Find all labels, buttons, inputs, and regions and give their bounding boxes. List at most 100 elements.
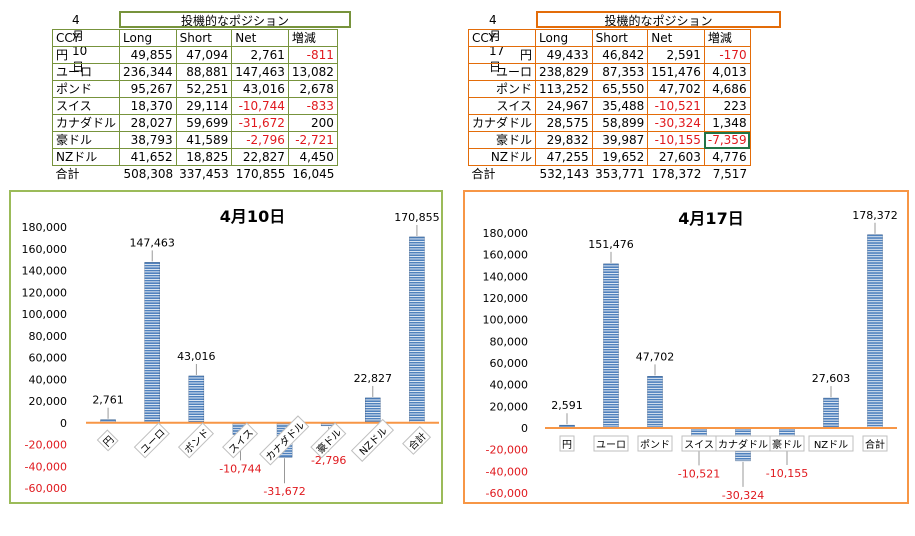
cell-short[interactable]: 35,488 xyxy=(591,97,649,115)
cell-short[interactable]: 47,094 xyxy=(175,46,233,64)
cell-short[interactable]: 59,699 xyxy=(175,114,233,132)
cell-ccy[interactable]: 豪ドル xyxy=(467,131,537,149)
data-label: 151,476 xyxy=(588,238,634,251)
cell-ccy[interactable]: NZドル xyxy=(467,148,537,166)
total-net[interactable]: 178,372 xyxy=(651,167,702,181)
cell-net[interactable]: -31,672 xyxy=(231,114,289,132)
header-change[interactable]: 増減 xyxy=(287,29,338,47)
cell-long[interactable]: 49,433 xyxy=(535,46,593,64)
total-short[interactable]: 353,771 xyxy=(595,167,645,181)
cell-long[interactable]: 47,255 xyxy=(535,148,593,166)
cell-net[interactable]: 2,761 xyxy=(231,46,289,64)
total-change[interactable]: 16,045 xyxy=(292,167,335,181)
cell-net[interactable]: 151,476 xyxy=(647,63,705,81)
header-net[interactable]: Net xyxy=(231,29,289,47)
cell-net[interactable]: 47,702 xyxy=(647,80,705,98)
cell-long[interactable]: 95,267 xyxy=(119,80,177,98)
cell-net[interactable]: 147,463 xyxy=(231,63,289,81)
cell-ccy[interactable]: ユーロ xyxy=(51,63,121,81)
cell-ccy[interactable]: ポンド xyxy=(467,80,537,98)
header-short[interactable]: Short xyxy=(591,29,649,47)
cell-short[interactable]: 52,251 xyxy=(175,80,233,98)
cell-ccy[interactable]: カナダドル xyxy=(51,114,121,132)
cell-ccy[interactable]: スイス xyxy=(467,97,537,115)
cell-change[interactable]: 13,082 xyxy=(287,63,338,81)
table-row: ポンド 113,252 65,550 47,702 4,686 xyxy=(467,80,751,98)
total-short[interactable]: 337,453 xyxy=(179,167,229,181)
cell-net[interactable]: -30,324 xyxy=(647,114,705,132)
cell-short[interactable]: 88,881 xyxy=(175,63,233,81)
cell-short[interactable]: 19,652 xyxy=(591,148,649,166)
cell-long[interactable]: 41,652 xyxy=(119,148,177,166)
cell-change[interactable]: 4,013 xyxy=(703,63,751,81)
cell-change[interactable]: -2,721 xyxy=(287,131,338,149)
cell-change[interactable]: -170 xyxy=(703,46,751,64)
cell-long[interactable]: 238,829 xyxy=(535,63,593,81)
cell-net[interactable]: -2,796 xyxy=(231,131,289,149)
cell-ccy[interactable]: スイス xyxy=(51,97,121,115)
cell-change[interactable]: 200 xyxy=(287,114,338,132)
cell-change[interactable]: 1,348 xyxy=(703,114,751,132)
header-ccy[interactable]: CCY xyxy=(51,29,121,47)
cell-short[interactable]: 41,589 xyxy=(175,131,233,149)
cell-change[interactable]: 223 xyxy=(703,97,751,115)
cell-ccy[interactable]: 円 xyxy=(467,46,537,64)
cell-change[interactable]: -811 xyxy=(287,46,338,64)
cell-long[interactable]: 24,967 xyxy=(535,97,593,115)
cell-long[interactable]: 113,252 xyxy=(535,80,593,98)
cell-ccy[interactable]: ポンド xyxy=(51,80,121,98)
total-long[interactable]: 508,308 xyxy=(123,167,174,181)
cell-long[interactable]: 38,793 xyxy=(119,131,177,149)
cell-ccy[interactable]: 豪ドル xyxy=(51,131,121,149)
cell-long[interactable]: 28,027 xyxy=(119,114,177,132)
header-short[interactable]: Short xyxy=(175,29,233,47)
cell-short[interactable]: 39,987 xyxy=(591,131,649,149)
cell-change[interactable]: -833 xyxy=(287,97,338,115)
cell-long[interactable]: 28,575 xyxy=(535,114,593,132)
y-tick-label: 40,000 xyxy=(29,373,68,386)
cell-net[interactable]: 2,591 xyxy=(647,46,705,64)
cell-net[interactable]: -10,521 xyxy=(647,97,705,115)
cell-ccy[interactable]: ユーロ xyxy=(467,63,537,81)
cell-net[interactable]: 22,827 xyxy=(231,148,289,166)
cell-change[interactable]: 2,678 xyxy=(287,80,338,98)
cell-ccy[interactable]: NZドル xyxy=(51,148,121,166)
cell-short[interactable]: 46,842 xyxy=(591,46,649,64)
cell-long[interactable]: 236,344 xyxy=(119,63,177,81)
cell-long[interactable]: 29,832 xyxy=(535,131,593,149)
cell-long[interactable]: 49,855 xyxy=(119,46,177,64)
chart-canvas: 4月10日 180,000 160,000 140,000 120,000 100,000… xyxy=(22,207,440,498)
cell-change[interactable]: -7,359 xyxy=(703,131,751,149)
cell-short[interactable]: 29,114 xyxy=(175,97,233,115)
net-position-chart-apr17[interactable]: 4月17日 180,000 160,000 140,000 120,000 100,000… xyxy=(463,190,909,504)
total-label[interactable]: 合計 xyxy=(55,167,80,181)
cell-change[interactable]: 4,450 xyxy=(287,148,338,166)
cell-change[interactable]: 4,686 xyxy=(703,80,751,98)
cell-ccy[interactable]: 円 xyxy=(51,46,121,64)
cell-net[interactable]: -10,155 xyxy=(647,131,705,149)
y-tick-label: 120,000 xyxy=(483,292,529,305)
header-change[interactable]: 増減 xyxy=(703,29,751,47)
header-net[interactable]: Net xyxy=(647,29,705,47)
net-position-chart-apr10[interactable]: 4月10日 180,000 160,000 140,000 120,000 100,000… xyxy=(9,190,443,504)
header-long[interactable]: Long xyxy=(535,29,593,47)
category-label-box xyxy=(769,435,805,452)
total-net[interactable]: 170,855 xyxy=(235,167,286,181)
header-ccy[interactable]: CCY xyxy=(467,29,537,47)
cell-short[interactable]: 65,550 xyxy=(591,80,649,98)
cell-net[interactable]: -10,744 xyxy=(231,97,289,115)
cell-short[interactable]: 58,899 xyxy=(591,114,649,132)
cell-ccy[interactable]: カナダドル xyxy=(467,114,537,132)
total-change[interactable]: 7,517 xyxy=(712,167,748,181)
bar-8 xyxy=(409,236,425,423)
cell-short[interactable]: 87,353 xyxy=(591,63,649,81)
cell-net[interactable]: 27,603 xyxy=(647,148,705,166)
cell-net[interactable]: 43,016 xyxy=(231,80,289,98)
table-row: スイス 24,967 35,488 -10,521 223 xyxy=(467,97,751,115)
cell-long[interactable]: 18,370 xyxy=(119,97,177,115)
total-long[interactable]: 532,143 xyxy=(539,167,590,181)
cell-change[interactable]: 4,776 xyxy=(703,148,751,166)
total-label[interactable]: 合計 xyxy=(471,167,496,181)
header-long[interactable]: Long xyxy=(119,29,177,47)
cell-short[interactable]: 18,825 xyxy=(175,148,233,166)
